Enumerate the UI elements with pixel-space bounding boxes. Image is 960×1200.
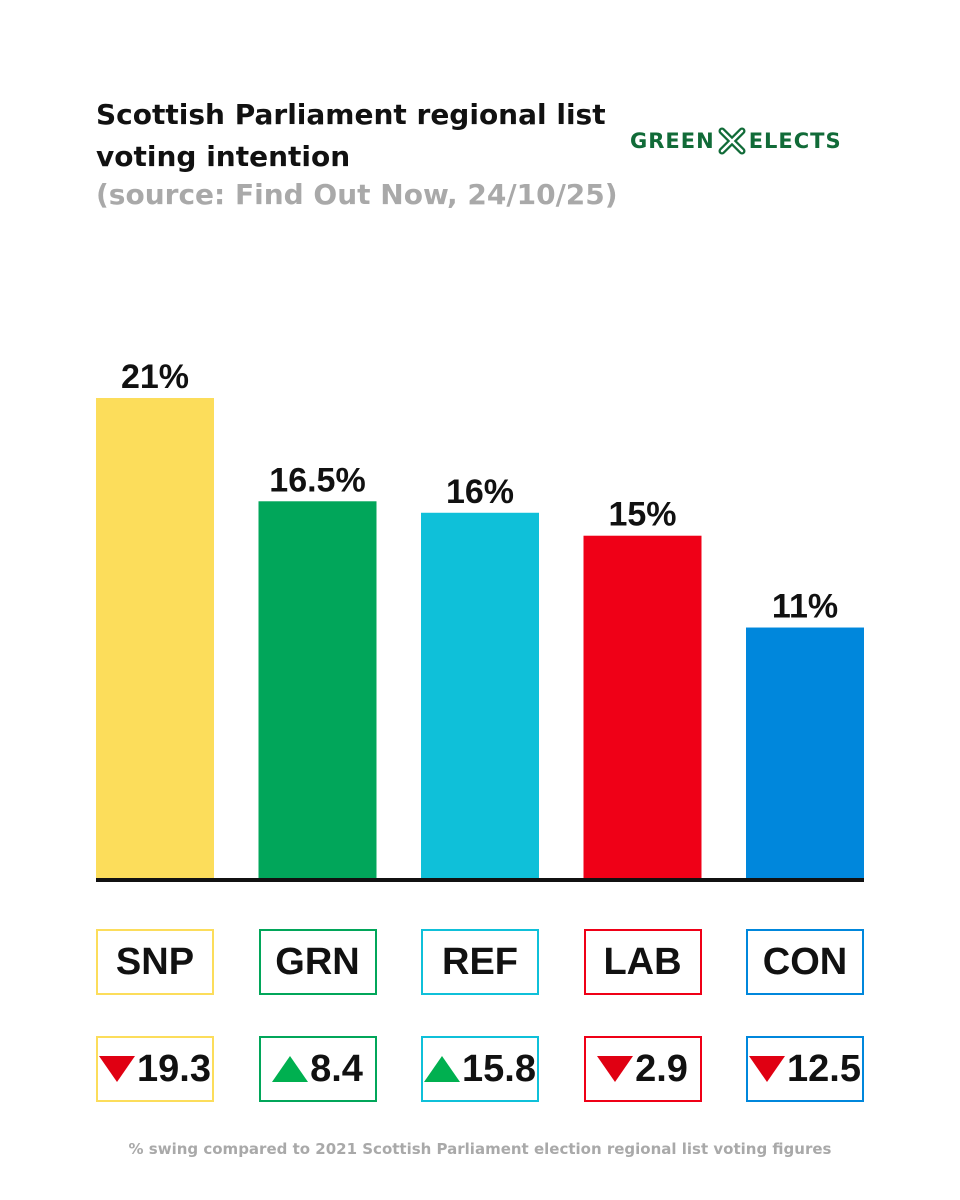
swing-box-snp: 19.3 (96, 1036, 214, 1102)
triangle-up-icon (424, 1056, 461, 1082)
title-line-2: voting intention (96, 140, 351, 173)
value-label-ref: 16% (446, 473, 514, 511)
swing-box-con: 12.5 (746, 1036, 864, 1102)
chart-title: Scottish Parliament regional list voting… (96, 94, 636, 178)
triangle-down-icon (99, 1056, 136, 1082)
value-label-lab: 15% (608, 496, 676, 534)
party-label-con: CON (746, 929, 864, 995)
swing-value-grn: 8.4 (310, 1047, 363, 1090)
bars-group (96, 398, 864, 880)
swing-value-con: 12.5 (787, 1047, 861, 1090)
swing-box-ref: 15.8 (421, 1036, 539, 1102)
swing-value-lab: 2.9 (635, 1047, 688, 1090)
value-label-con: 11% (772, 588, 838, 626)
cross-x-icon (718, 127, 746, 155)
value-labels-group: 21% 16.5% 16% 15% 11% (121, 358, 838, 626)
bar-chart: 21% 16.5% 16% 15% 11% (96, 358, 864, 882)
bar-ref (421, 512, 539, 880)
green-elects-logo: GREEN ELECTS (630, 124, 842, 158)
bar-grn (258, 501, 377, 880)
bar-lab (583, 535, 702, 880)
footnote: % swing compared to 2021 Scottish Parlia… (128, 1140, 832, 1158)
swing-box-grn: 8.4 (258, 1036, 377, 1102)
value-label-grn: 16.5% (269, 461, 365, 499)
bar-snp (96, 398, 214, 880)
bar-con (746, 627, 864, 880)
party-label-lab: LAB (583, 929, 702, 995)
title-line-1: Scottish Parliament regional list (96, 98, 606, 131)
swing-box-lab: 2.9 (583, 1036, 702, 1102)
party-label-ref: REF (421, 929, 539, 995)
party-label-snp: SNP (96, 929, 214, 995)
logo-text-right: ELECTS (748, 129, 842, 153)
triangle-down-icon (749, 1056, 786, 1082)
value-label-snp: 21% (121, 358, 189, 396)
party-label-grn: GRN (258, 929, 377, 995)
chart-subtitle: (source: Find Out Now, 24/10/25) (96, 178, 618, 211)
logo-text-left: GREEN (630, 129, 715, 153)
triangle-up-icon (272, 1056, 309, 1082)
swing-value-ref: 15.8 (462, 1047, 536, 1090)
triangle-down-icon (597, 1056, 634, 1082)
swing-value-snp: 19.3 (137, 1047, 211, 1090)
